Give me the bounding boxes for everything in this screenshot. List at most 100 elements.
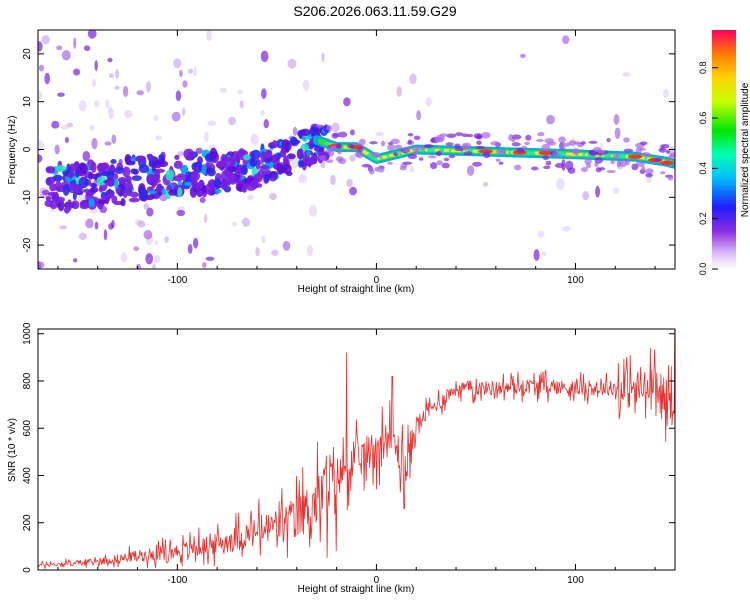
spectrogram-blob <box>120 252 128 263</box>
spectrogram-blob <box>45 195 52 202</box>
spectrogram-blob <box>78 163 88 175</box>
spectrogram-blob <box>158 154 165 162</box>
spectrogram-blob <box>59 225 67 230</box>
spectrogram-blob <box>289 136 298 146</box>
spectrogram-blob <box>145 80 151 93</box>
spectrogram-blob <box>594 157 603 164</box>
spectrogram-blob <box>111 134 117 144</box>
spectrogram-blob <box>202 184 207 194</box>
spectrogram-blob <box>537 132 545 137</box>
spectrogram-blob <box>613 187 620 195</box>
spectrogram-blob <box>562 226 571 232</box>
spectrogram-blob <box>78 176 89 189</box>
spectrogram-blob <box>189 171 201 182</box>
spectrogram-blob <box>361 163 372 168</box>
spectrogram-blob <box>250 149 261 160</box>
spectrogram-blob <box>412 151 419 155</box>
spectrogram-blob <box>466 133 474 138</box>
spectrogram-blob <box>137 220 146 228</box>
spectrogram-blob <box>562 35 570 45</box>
spectrogram-blob <box>331 132 339 139</box>
spectrogram-blob <box>490 141 500 146</box>
spectrogram-blob <box>49 183 57 192</box>
spectrogram-blob <box>207 120 216 126</box>
spectrogram-blob <box>103 229 108 241</box>
spectrogram-blob <box>143 230 153 240</box>
spectrogram-blob <box>390 138 400 145</box>
spectrogram-blob <box>371 151 381 159</box>
spectrogram-blob <box>441 162 450 169</box>
spectrogram-blob <box>83 188 91 194</box>
spectrogram-blob <box>54 196 65 203</box>
spectrogram-blob <box>564 142 571 147</box>
spectrogram-blob <box>153 254 161 264</box>
spectrogram-blob <box>396 86 402 97</box>
spectrogram-blob <box>545 160 552 166</box>
spectrogram-blob <box>265 149 272 154</box>
spectrogram-blob <box>541 251 547 257</box>
spectrogram-blob <box>68 172 73 179</box>
spectrogram-blob <box>73 258 78 263</box>
spectrogram-blob <box>38 261 45 269</box>
spectrogram-blob <box>224 169 230 177</box>
spectrogram-blob <box>343 97 351 107</box>
snr-xlabel: Height of straight line (km) <box>298 584 415 595</box>
spectrogram-blob <box>189 185 198 198</box>
spectrogram-blob <box>136 90 144 96</box>
spectrogram-blob <box>206 30 212 42</box>
colorbar-tick-label: 0.0 <box>698 263 708 276</box>
spectrogram-blob <box>478 149 493 154</box>
spectrogram-blob <box>481 132 491 139</box>
spectrogram-blob <box>374 167 379 172</box>
spectrogram-blob <box>282 155 288 166</box>
spectrogram-blob <box>49 199 58 210</box>
spectrogram-blob <box>94 221 99 230</box>
spectrogram-blob <box>473 133 483 139</box>
snr-ytick-label: 200 <box>22 514 33 531</box>
spectrogram-blob <box>331 122 340 133</box>
spectrogram-blob <box>552 153 562 157</box>
spectrogram-blob <box>177 150 184 157</box>
colorbar: 0.0 0.2 0.4 0.6 0.8 Normalized spectral ampl… <box>698 30 750 275</box>
spectrogram-blob <box>580 166 589 172</box>
spectrogram-blob <box>165 169 175 181</box>
spectrogram-blob <box>454 147 464 152</box>
spectrogram-blob <box>298 173 308 184</box>
spectrogram-blob <box>195 182 202 191</box>
spectrogram-blob <box>281 148 287 155</box>
spectrogram-blob <box>78 232 87 241</box>
spectrogram-blob <box>282 241 291 251</box>
spectrogram-blob <box>105 99 110 109</box>
spectrogram-blob <box>192 237 199 249</box>
spectrogram-blob <box>554 162 565 168</box>
spectrogram-blob <box>219 87 227 94</box>
spectrogram-blob <box>472 161 483 167</box>
spectrogram-blob <box>448 154 456 159</box>
spectrogram-blob <box>461 133 469 138</box>
spectrogram-blob <box>580 141 586 145</box>
spectrogram-blob <box>546 114 555 125</box>
spectrogram-blob <box>301 136 307 141</box>
snr-xtick-label: -100 <box>167 575 187 586</box>
spectrogram-blob <box>401 146 411 153</box>
spectrogram-blob <box>55 180 62 192</box>
spectrogram-blob <box>91 137 98 150</box>
spectrogram-blob <box>623 137 630 143</box>
spectrogram-blob <box>260 50 269 63</box>
spectrogram-blob <box>213 177 221 189</box>
spectrogram-blob <box>38 154 43 163</box>
spectrogram-blob <box>556 178 565 190</box>
spectrogram-blob <box>369 168 375 175</box>
spectrogram-blob <box>173 58 182 69</box>
spectrogram-blob <box>592 147 602 153</box>
spectrogram-blob <box>204 131 209 143</box>
spectrogram-blob <box>375 131 384 137</box>
spectrogram-blob <box>88 172 93 180</box>
spectrogram-blob <box>380 140 386 147</box>
spectrogram-blob <box>227 165 237 173</box>
spectrogram-blob <box>669 152 675 158</box>
spectrogram-blob <box>530 166 539 171</box>
spectrogram-blob <box>309 204 317 217</box>
spectrogram-blob <box>38 139 44 152</box>
